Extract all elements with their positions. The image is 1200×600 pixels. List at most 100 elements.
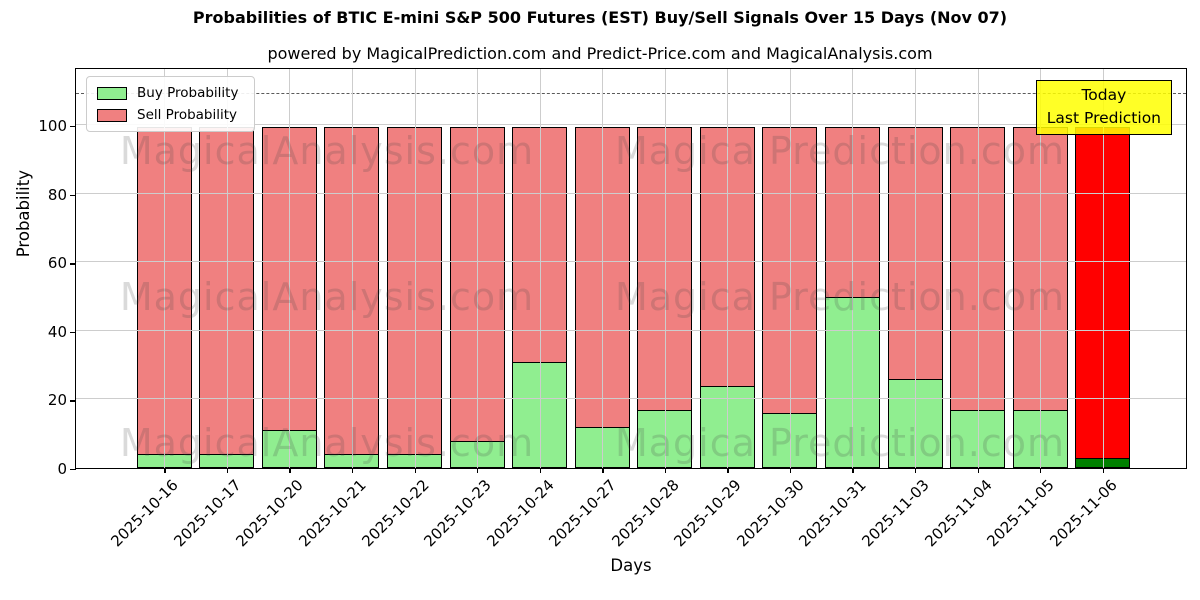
bar-slot: 2025-10-31 [796, 69, 884, 550]
bar-slot: 2025-10-17 [170, 69, 259, 550]
vgridline [226, 69, 228, 468]
stacked-bar-2025-10-16 [136, 126, 192, 468]
bar-slot: 2025-11-03 [858, 69, 947, 550]
y-tick-mark [70, 194, 76, 196]
buy-segment [387, 454, 443, 468]
buy-segment [512, 361, 568, 468]
chart-subtitle: powered by MagicalPrediction.com and Pre… [267, 44, 933, 63]
bar-slot: 2025-11-05 [984, 69, 1072, 550]
bar-slot: 2025-10-29 [671, 69, 759, 550]
sell-segment [324, 126, 380, 456]
vgridline [539, 69, 541, 468]
hgridline [76, 398, 1186, 400]
x-tick-mark [602, 468, 604, 473]
bar-slot: 2025-11-06 [1046, 69, 1134, 550]
x-tick-mark [915, 468, 917, 473]
buy-segment [199, 454, 255, 468]
y-tick-mark [70, 126, 76, 128]
stacked-bar-2025-11-05 [1012, 126, 1068, 468]
sell-segment [512, 126, 568, 364]
vgridline [289, 69, 291, 468]
x-tick-mark [852, 468, 854, 473]
stacked-bar-2025-10-21 [324, 126, 380, 468]
stacked-bar-2025-11-03 [887, 126, 943, 468]
legend-item-buy: Buy Probability [97, 85, 238, 101]
buy-segment [887, 378, 943, 468]
watermark-analysis: MagicalAnalysis.com [119, 129, 535, 173]
stacked-bar-2025-11-04 [950, 126, 1006, 468]
x-tick-mark [539, 468, 541, 473]
sell-segment [574, 126, 630, 429]
x-tick-mark [977, 468, 979, 473]
bar-slot: 2025-10-16 [108, 69, 196, 550]
sell-segment [637, 126, 693, 412]
y-tick-label: 60 [47, 254, 67, 273]
stacked-bar-2025-10-30 [762, 126, 818, 468]
sell-segment [824, 126, 880, 299]
legend-swatch-sell [97, 108, 127, 122]
legend: Buy Probability Sell Probability [86, 76, 256, 132]
vgridline [1102, 69, 1104, 468]
sell-segment [887, 126, 943, 381]
bars-row: 2025-10-16 2025-10-17 2025-10-20 2025-10-21… [76, 69, 1186, 550]
sell-segment [950, 126, 1006, 412]
hgridline [76, 124, 1186, 125]
bar-slot: 2025-10-23 [420, 69, 509, 550]
vgridline [602, 69, 604, 468]
vgridline [164, 69, 166, 468]
y-tick-mark [70, 263, 76, 265]
y-tick-mark [70, 331, 76, 334]
vgridline [1040, 69, 1042, 468]
hgridline [76, 261, 1186, 263]
buy-segment [324, 454, 380, 468]
bar-slot: 2025-11-04 [921, 69, 1009, 550]
sell-segment [199, 126, 255, 456]
bar-slot: 2025-10-28 [608, 69, 697, 550]
sell-segment [387, 126, 443, 456]
y-tick-label: 40 [47, 322, 67, 341]
x-tick-mark [226, 468, 229, 473]
buy-segment [762, 413, 818, 468]
stacked-bar-2025-10-27 [574, 126, 630, 468]
watermark-analysis: MagicalAnalysis.com [119, 275, 535, 319]
y-tick-mark [70, 400, 76, 402]
vgridline [977, 69, 979, 468]
legend-label-sell: Sell Probability [137, 107, 238, 123]
vgridline [727, 69, 729, 468]
y-axis-label: Probability [14, 170, 33, 258]
vgridline [477, 69, 479, 468]
chart-title: Probabilities of BTIC E-mini S&P 500 Fut… [192, 8, 1008, 27]
watermark-prediction: Magica Prediction.com [614, 275, 1066, 319]
bar-slot: 2025-10-21 [295, 69, 384, 550]
sell-segment [136, 126, 192, 456]
stacked-bar-2025-10-22 [387, 126, 443, 468]
stacked-bar-2025-10-23 [449, 126, 505, 468]
stacked-bar-2025-10-17 [199, 126, 255, 468]
vgridline [789, 69, 791, 468]
watermark-prediction: Magica Prediction.com [614, 129, 1066, 173]
sell-segment [449, 126, 505, 443]
buy-segment [136, 454, 192, 468]
vgridline [351, 69, 353, 468]
x-tick-mark [414, 468, 416, 473]
bar-slot: 2025-10-22 [358, 69, 446, 550]
y-tick-label: 100 [38, 117, 67, 135]
legend-label-buy: Buy Probability [137, 85, 239, 101]
stacked-bar-2025-10-29 [699, 126, 755, 468]
buy-segment [574, 426, 630, 468]
bar-slot: 2025-10-27 [546, 69, 634, 550]
vgridline [852, 69, 854, 468]
buy-segment [824, 296, 880, 468]
today-annotation-line1: Today [1081, 86, 1127, 104]
y-tick-label: 80 [47, 185, 67, 204]
hgridline [76, 329, 1186, 331]
stacked-bar-2025-10-20 [261, 126, 317, 468]
threshold-dashed-line [76, 92, 1186, 94]
stacked-bar-2025-11-06 [1075, 126, 1131, 468]
stacked-bar-2025-10-24 [512, 126, 568, 468]
bar-slot: 2025-10-30 [733, 69, 822, 550]
x-tick-mark [1102, 468, 1105, 473]
legend-swatch-buy [97, 86, 127, 100]
today-annotation: Today Last Prediction [1035, 80, 1172, 135]
